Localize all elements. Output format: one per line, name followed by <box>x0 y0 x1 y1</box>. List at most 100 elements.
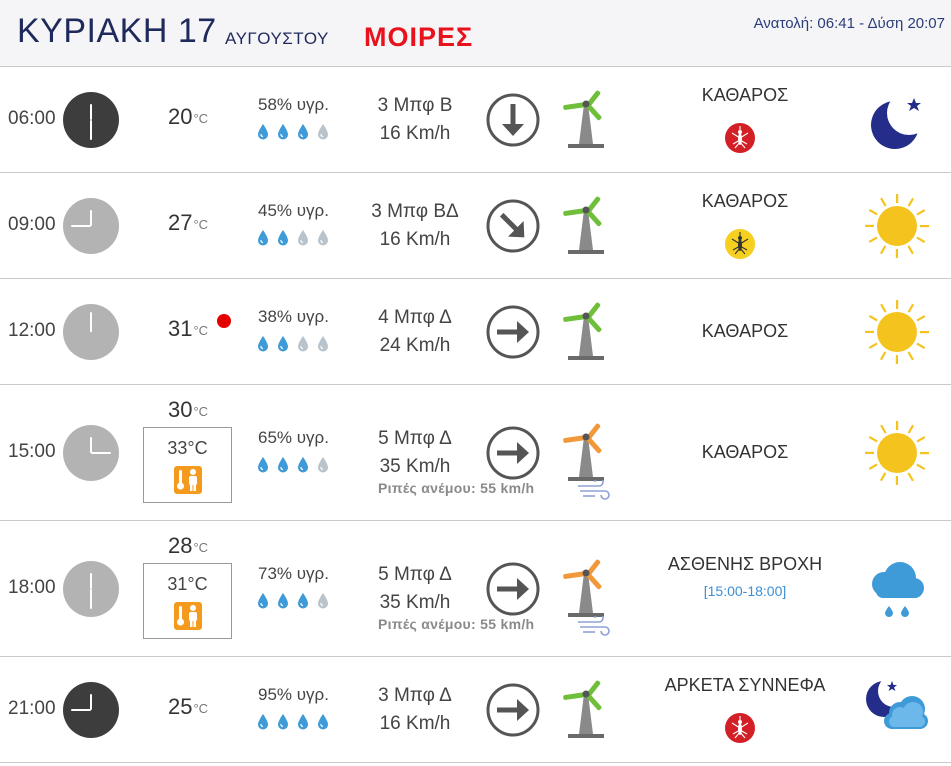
wind-beaufort: 4 Μπφ Δ <box>378 307 452 328</box>
wind-speed: 35 Km/h <box>379 592 451 613</box>
wind-beaufort: 3 Μπφ Β <box>377 95 453 116</box>
wind-speed: 35 Km/h <box>379 456 451 477</box>
drop-empty-icon <box>297 335 309 357</box>
clock-hand <box>90 589 92 609</box>
humidity: 58% υγρ. <box>258 95 329 114</box>
wind-speed: 16 Km/h <box>379 229 451 250</box>
temperature-unit: °C <box>193 404 209 419</box>
wind-info: 5 Μπφ Δ 35 Km/h <box>360 561 470 617</box>
drop-filled-icon <box>257 123 269 145</box>
temperature-value: 25 <box>167 694 193 719</box>
clock-day-icon <box>63 198 119 254</box>
temperature-value: 20 <box>167 104 193 129</box>
drop-empty-icon <box>317 229 329 251</box>
temperature-unit: °C <box>193 323 209 338</box>
month-label: ΑΥΓΟΥΣΤΟΥ <box>225 29 329 48</box>
day-title: ΚΥΡΙΑΚΗ 17 <box>17 12 217 50</box>
temperature: 31°C <box>148 316 228 342</box>
temperature: 25°C <box>148 694 228 720</box>
forecast-row: 18:00 28°C 31°C 73% υγρ. 5 Μπφ Δ 35 Km/h Ριπές… <box>0 521 951 657</box>
mosquito-icon <box>725 713 755 743</box>
clock-hand-hour <box>90 573 92 589</box>
moon-cloud-icon <box>862 675 932 745</box>
weather-condition: ΑΣΘΕΝΗΣ ΒΡΟΧΗ <box>667 554 823 574</box>
humidity: 73% υγρ. <box>258 564 329 583</box>
wind-gust-icon <box>577 477 611 500</box>
clock-hand-hour <box>90 316 92 332</box>
wind-gusts: Ριπές ανέμου: 55 km/h <box>378 616 535 632</box>
wind-turbine-icon <box>560 553 612 619</box>
clock-hand <box>71 225 91 227</box>
drop-filled-icon <box>297 456 309 478</box>
wind-gusts: Ριπές ανέμου: 55 km/h <box>378 480 535 496</box>
temperature-value: 28 <box>167 533 193 558</box>
drop-empty-icon <box>317 335 329 357</box>
clock-hand-hour <box>90 694 92 710</box>
wind-info: 3 Μπφ Β 16 Km/h <box>360 92 470 148</box>
sun-icon <box>862 418 932 488</box>
wind-beaufort: 3 Μπφ Δ <box>378 685 452 706</box>
wind-turbine-icon <box>560 84 612 150</box>
drop-filled-icon <box>277 713 289 735</box>
clock-hand <box>91 452 111 454</box>
clock-hand-hour <box>90 210 92 226</box>
wind-beaufort: 5 Μπφ Δ <box>378 428 452 449</box>
temperature-value: 30 <box>167 397 193 422</box>
clock-hand <box>90 120 92 140</box>
drop-filled-icon <box>257 229 269 251</box>
wind-info: 3 Μπφ ΒΔ 16 Km/h <box>360 198 470 254</box>
feels-like-box: 33°C <box>143 427 232 503</box>
row-time: 18:00 <box>8 577 56 598</box>
arrow-down-icon <box>485 92 541 148</box>
mosquito-icon <box>725 229 755 259</box>
arrow-right-icon <box>485 304 541 360</box>
wind-beaufort: 3 Μπφ ΒΔ <box>371 201 459 222</box>
temperature: 30°C <box>148 397 228 423</box>
wind-beaufort: 5 Μπφ Δ <box>378 564 452 585</box>
rain-cloud-icon <box>862 554 932 624</box>
drop-filled-icon <box>277 456 289 478</box>
drop-filled-icon <box>257 713 269 735</box>
sun-icon <box>862 191 932 261</box>
wind-turbine-icon <box>560 190 612 256</box>
wind-gust-icon <box>577 613 611 636</box>
drop-filled-icon <box>257 335 269 357</box>
forecast-row: 09:00 27°C 45% υγρ. 3 Μπφ ΒΔ 16 Km/h ΚΑΘΑΡΟΣ <box>0 173 951 279</box>
wind-turbine-icon <box>560 417 612 483</box>
wind-speed: 16 Km/h <box>379 123 451 144</box>
forecast-row: 21:00 25°C 95% υγρ. 3 Μπφ Δ 16 Km/h ΑΡΚΕΤΑ ΣΥ… <box>0 657 951 763</box>
temperature-unit: °C <box>193 111 209 126</box>
drop-filled-icon <box>257 456 269 478</box>
temperature-value: 31 <box>167 316 193 341</box>
forecast-row: 12:00 31°C 38% υγρ. 4 Μπφ Δ 24 Km/h ΚΑΘΑΡΟΣ <box>0 279 951 385</box>
drop-filled-icon <box>277 123 289 145</box>
clock-hand-hour <box>90 104 92 120</box>
clock-hand-hour <box>90 437 92 453</box>
drop-filled-icon <box>297 713 309 735</box>
drop-filled-icon <box>277 335 289 357</box>
arrow-right-icon <box>485 425 541 481</box>
arrow-down-right-icon <box>485 198 541 254</box>
clock-night-icon <box>63 92 119 148</box>
moon-icon <box>862 85 932 155</box>
row-time: 21:00 <box>8 698 56 719</box>
clock-day-icon <box>63 304 119 360</box>
weather-condition: ΚΑΘΑΡΟΣ <box>701 191 789 211</box>
location-name[interactable]: ΜΟΙΡΕΣ <box>364 22 474 52</box>
row-time: 12:00 <box>8 320 56 341</box>
humidity: 65% υγρ. <box>258 428 329 447</box>
wind-info: 5 Μπφ Δ 35 Km/h <box>360 425 470 481</box>
wind-turbine-icon <box>560 296 612 362</box>
drop-empty-icon <box>317 456 329 478</box>
clock-hand <box>71 709 91 711</box>
humidity: 45% υγρ. <box>258 201 329 220</box>
humidity: 38% υγρ. <box>258 307 329 326</box>
drop-filled-icon <box>317 713 329 735</box>
row-time: 15:00 <box>8 441 56 462</box>
sunrise-sunset: Ανατολή: 06:41 - Δύση 20:07 <box>753 15 945 32</box>
heat-index-icon <box>174 602 202 630</box>
heat-warning-dot <box>217 314 231 328</box>
weather-condition: ΑΡΚΕΤΑ ΣΥΝΝΕΦΑ <box>664 675 826 695</box>
temperature-unit: °C <box>193 217 209 232</box>
weather-condition: ΚΑΘΑΡΟΣ <box>701 85 789 105</box>
